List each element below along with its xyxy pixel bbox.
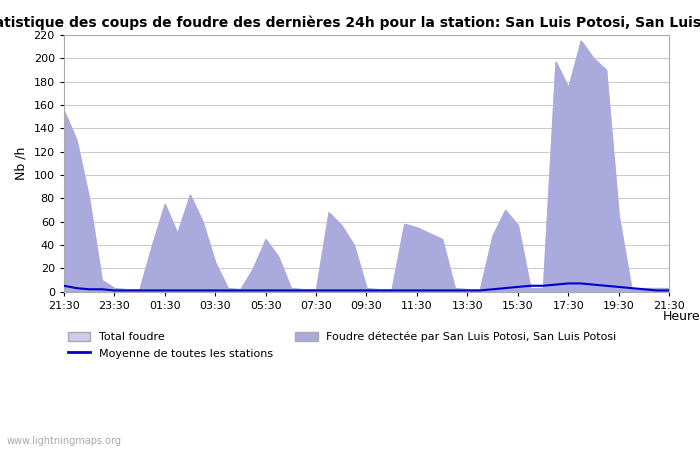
Text: www.lightningmaps.org: www.lightningmaps.org (7, 436, 122, 446)
X-axis label: Heure: Heure (662, 310, 700, 323)
Y-axis label: Nb /h: Nb /h (15, 147, 28, 180)
Legend: Total foudre, Moyenne de toutes les stations, Foudre détectée par San Luis Potos: Total foudre, Moyenne de toutes les stat… (64, 327, 621, 363)
Title: Statistique des coups de foudre des dernières 24h pour la station: San Luis Poto: Statistique des coups de foudre des dern… (0, 15, 700, 30)
